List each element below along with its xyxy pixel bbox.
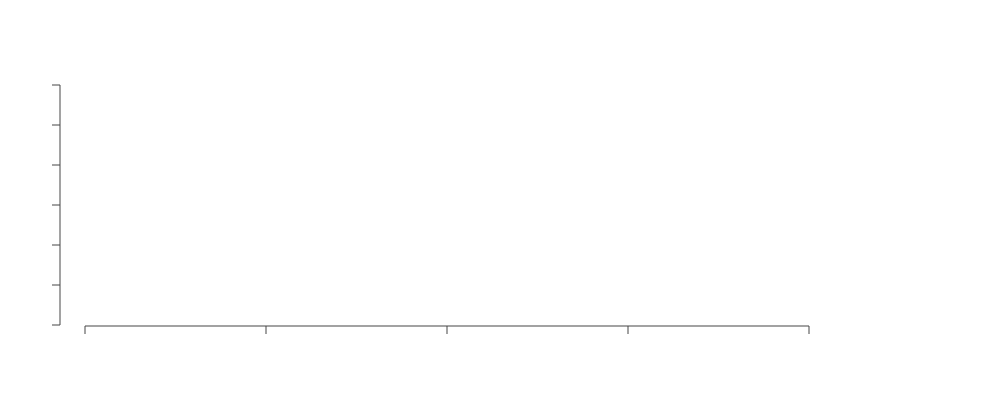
x-axis bbox=[84, 325, 810, 334]
y-axis-ticks bbox=[52, 84, 60, 326]
y-axis bbox=[52, 84, 61, 326]
x-axis-ticks bbox=[84, 326, 810, 334]
